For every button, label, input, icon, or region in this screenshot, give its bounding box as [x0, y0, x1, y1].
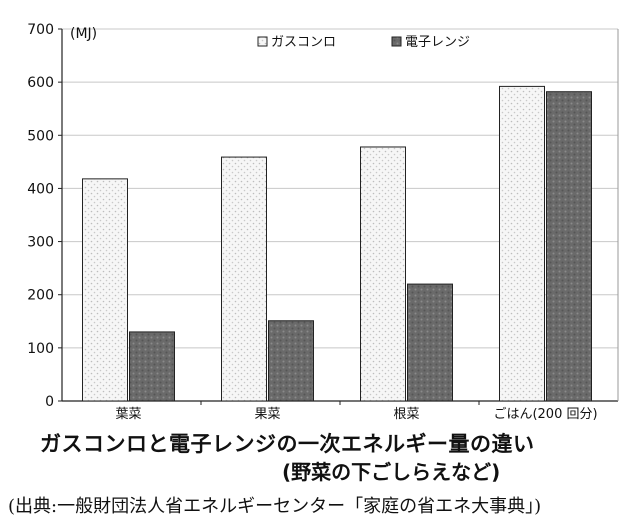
legend-label: 電子レンジ	[405, 35, 470, 50]
bar-chart: 0 100 200 300 400 500 600 700 葉菜 果菜 根菜 ごはん(200 回分)…	[27, 22, 619, 422]
legend-swatch	[391, 36, 402, 47]
y-unit-label: (MJ)	[70, 26, 97, 42]
bar-gas	[499, 85, 545, 402]
bar-gas	[221, 156, 267, 402]
x-tick-labels: 葉菜 果菜 根菜 ごはん(200 回分)	[115, 406, 597, 422]
y-tick-label: 0	[45, 394, 54, 410]
y-tick-label: 100	[27, 341, 54, 357]
bars	[82, 85, 592, 402]
bar-microwave	[129, 331, 175, 402]
caption-subtitle: (野菜の下ごしらえなど)	[282, 460, 501, 484]
bar-gas	[82, 178, 128, 402]
x-tick-label: 根菜	[393, 407, 419, 422]
bar-gas	[360, 146, 406, 402]
x-tick-label: 果菜	[254, 407, 280, 422]
legend-swatch	[257, 36, 268, 47]
legend-label: ガスコンロ	[271, 35, 336, 50]
y-tick-label: 600	[27, 75, 54, 91]
y-tick-label: 500	[27, 128, 54, 144]
legend: ガスコンロ 電子レンジ	[257, 35, 470, 50]
caption-title: ガスコンロと電子レンジの一次エネルギー量の違い	[40, 432, 535, 456]
bar-microwave	[268, 320, 314, 402]
bar-microwave	[407, 283, 453, 402]
y-tick-label: 400	[27, 181, 54, 197]
caption-source: (出典:一般財団法人省エネルギーセンター「家庭の省エネ大事典」)	[8, 496, 542, 517]
y-tick-label: 200	[27, 288, 54, 304]
y-tick-label: 300	[27, 235, 54, 251]
y-tick-labels: 0 100 200 300 400 500 600 700	[27, 22, 54, 410]
x-tick-label: 葉菜	[115, 407, 141, 422]
y-tick-label: 700	[27, 22, 54, 38]
gridlines	[62, 28, 618, 349]
x-tick-label: ごはん(200 回分)	[493, 406, 597, 422]
bar-microwave	[546, 91, 592, 402]
